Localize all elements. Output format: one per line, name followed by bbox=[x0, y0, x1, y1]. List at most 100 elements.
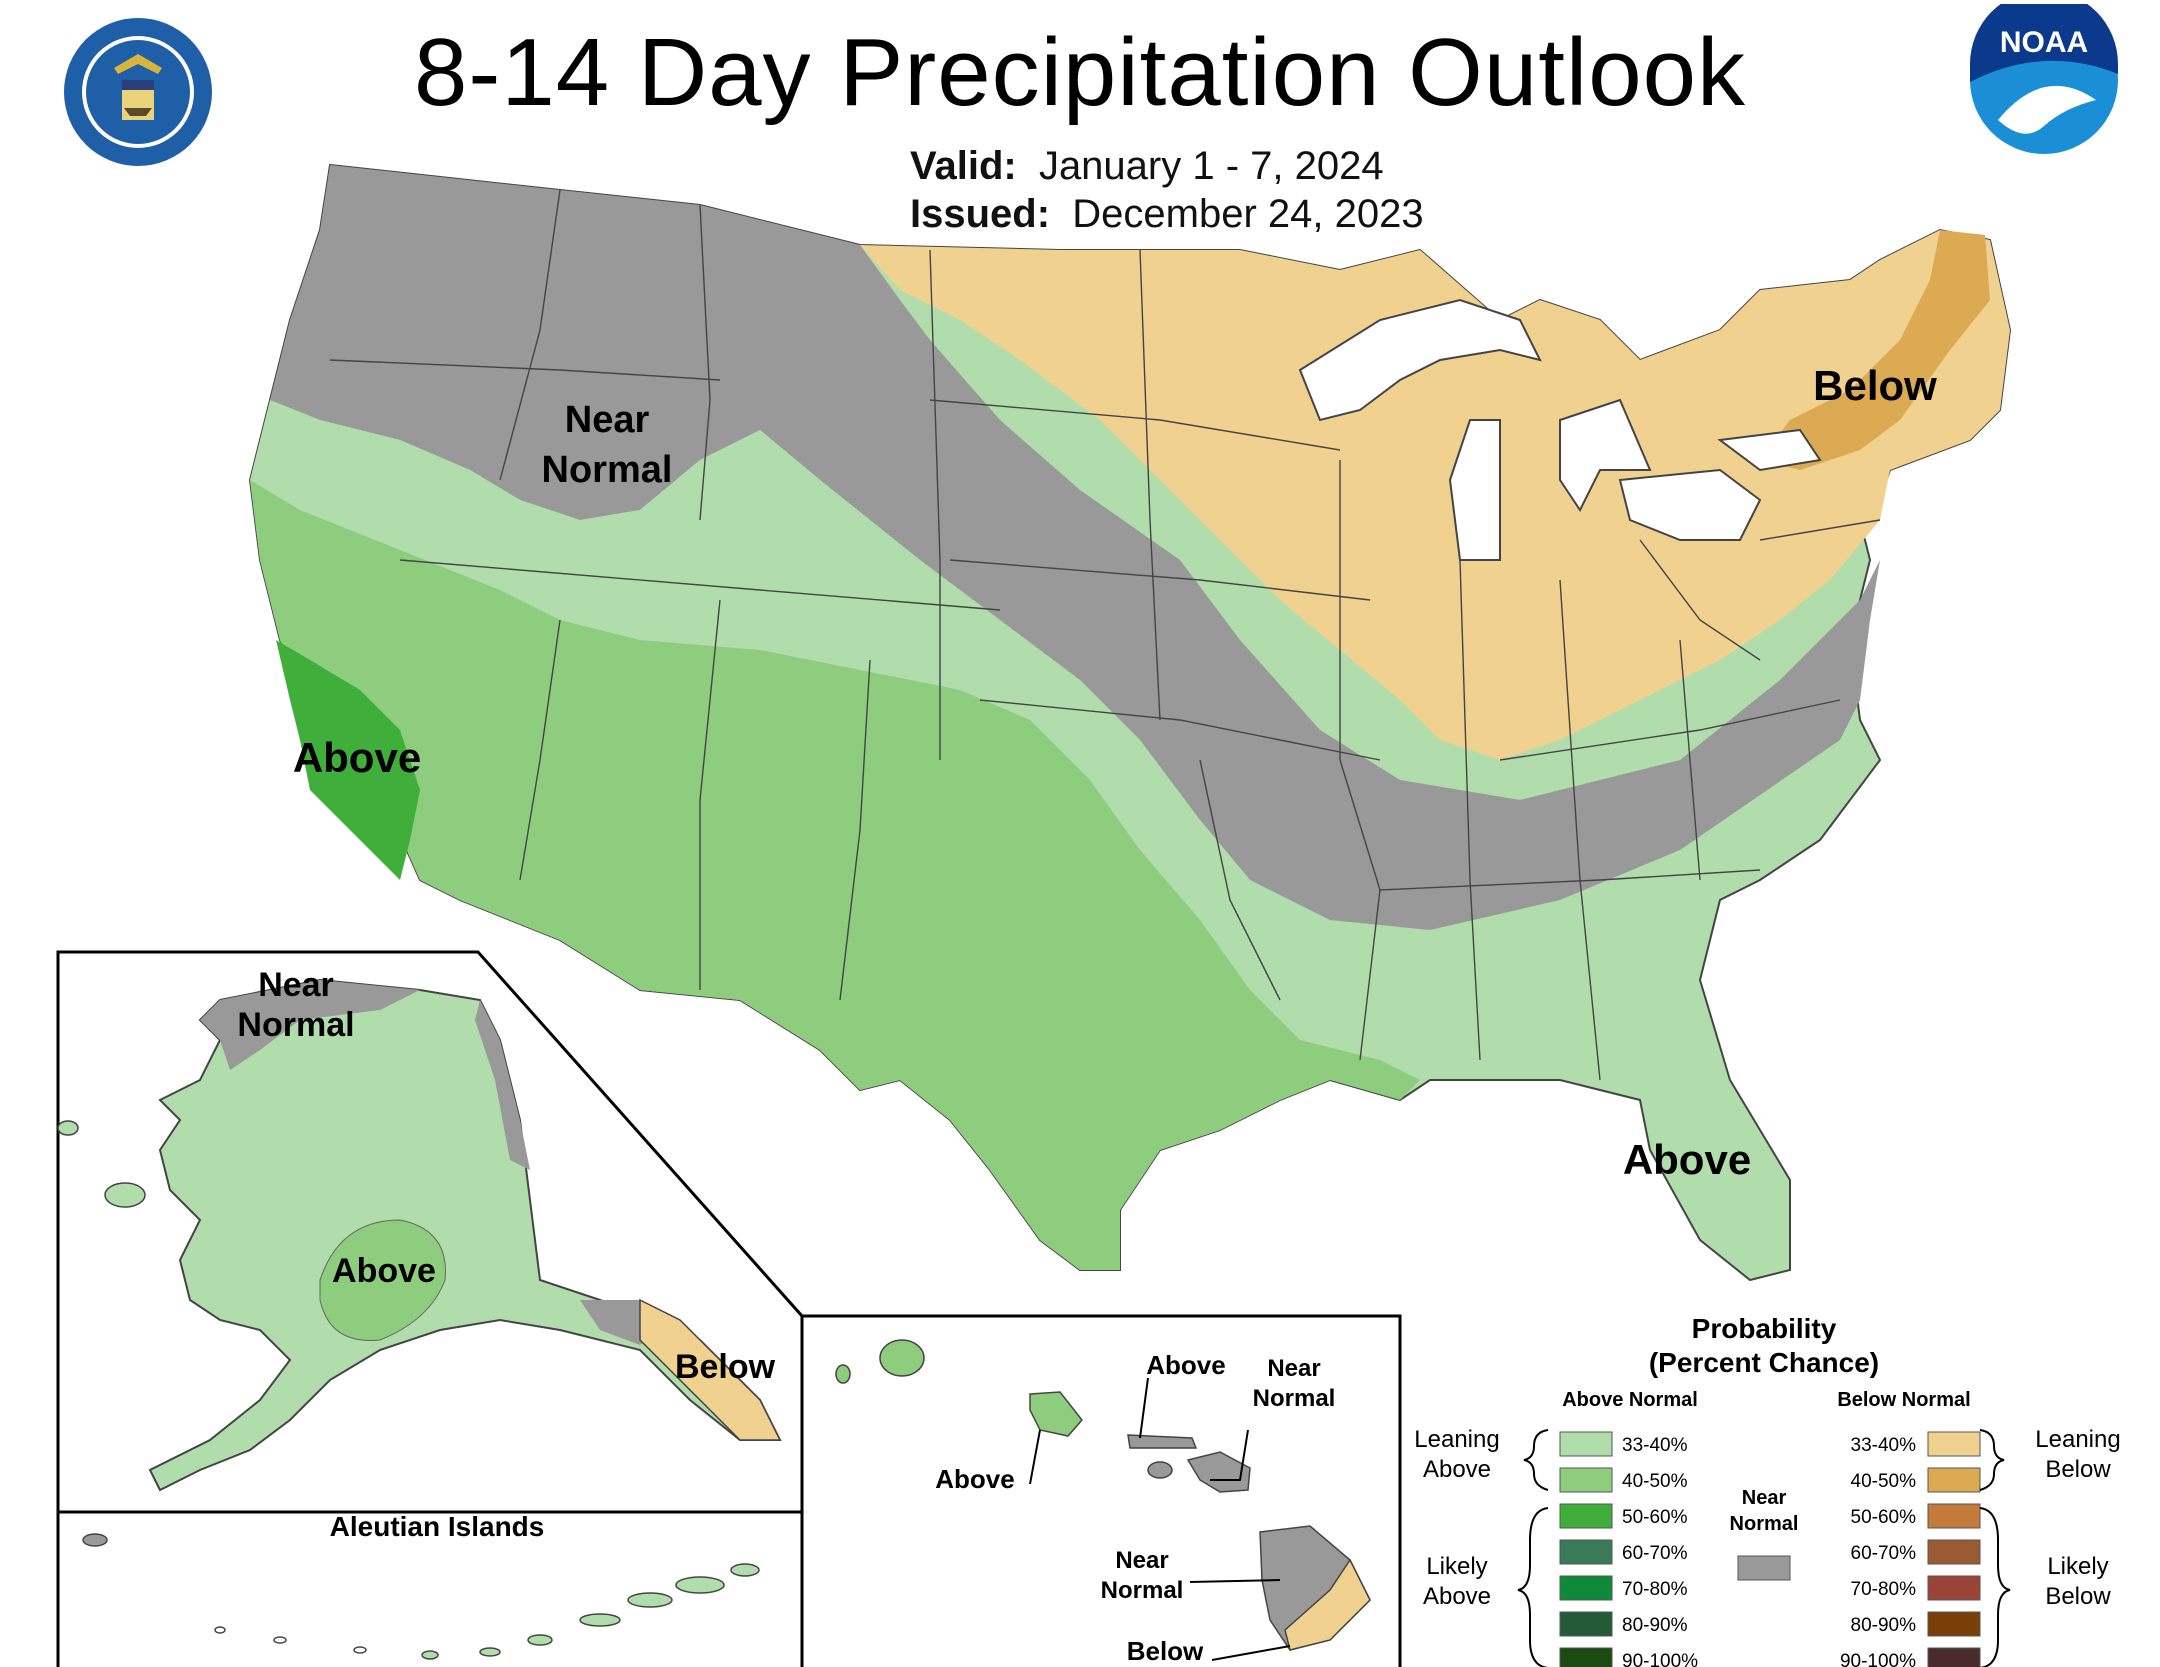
legend-braces bbox=[1517, 1429, 2011, 1667]
alaska-near-normal-east bbox=[475, 1000, 530, 1170]
great-lakes bbox=[1298, 298, 1822, 561]
hawaii-islands bbox=[835, 1339, 1371, 1651]
legend-above-bins: 33-40% 40-50% 50-60% 60-70% 70-80% 80-90% 90-1… bbox=[1559, 1431, 1698, 1667]
legend-above-label-2: 50-60% bbox=[1622, 1507, 1688, 1528]
legend-above-swatch-4 bbox=[1559, 1575, 1613, 1601]
legend-below-bins: 33-40% 40-50% 50-60% 60-70% 70-80% 80-90% 90-1… bbox=[1840, 1431, 1981, 1667]
issued-label: Issued: bbox=[910, 192, 1051, 236]
alaska-near-normal-north bbox=[200, 980, 420, 1070]
aleutian-inset-frame bbox=[56, 1510, 804, 1667]
conus-map bbox=[248, 163, 2012, 1282]
conus-below-40-50-newengland bbox=[1760, 230, 1990, 470]
legend-above-label-3: 60-70% bbox=[1622, 1543, 1688, 1564]
label-hawaii-near-normal-2a: Near bbox=[1115, 1547, 1168, 1574]
legend-above-swatch-3 bbox=[1559, 1539, 1613, 1565]
hawaii-leader-lines bbox=[1029, 1377, 1291, 1661]
label-alaska-below: Below bbox=[675, 1348, 776, 1386]
label-conus-above-southeast: Above bbox=[1623, 1136, 1751, 1183]
commerce-seal-logo bbox=[64, 18, 212, 166]
hawaii-island-lanai bbox=[1147, 1461, 1173, 1479]
legend-above-header: Above Normal bbox=[1562, 1389, 1698, 1411]
label-alaska-near-normal-2: Normal bbox=[237, 1006, 354, 1044]
legend-below-swatch-3 bbox=[1927, 1539, 1981, 1565]
validity-block: Valid: January 1 - 7, 2024 Issued: Decem… bbox=[910, 142, 1424, 238]
legend-below-swatch-0 bbox=[1927, 1431, 1981, 1457]
alaska-inset bbox=[56, 950, 804, 1514]
label-conus-near-normal-1: Near bbox=[565, 399, 650, 441]
legend-likely-below-2: Below bbox=[2045, 1583, 2111, 1610]
legend-above-swatch-0 bbox=[1559, 1431, 1613, 1457]
legend-leaning-below-2: Below bbox=[2045, 1456, 2111, 1483]
issued-date: December 24, 2023 bbox=[1072, 192, 1424, 236]
legend-below-label-6: 90-100% bbox=[1840, 1651, 1916, 1667]
legend-below-label-4: 70-80% bbox=[1851, 1579, 1917, 1600]
legend-title-line1: Probability bbox=[1692, 1313, 1837, 1344]
legend-below-label-5: 80-90% bbox=[1851, 1615, 1917, 1636]
noaa-logo-text: NOAA bbox=[2000, 26, 2088, 59]
hawaii-big-island-below bbox=[1284, 1558, 1371, 1651]
label-alaska-near-normal-1: Near bbox=[258, 966, 334, 1004]
hawaii-island-maui bbox=[1186, 1451, 1251, 1493]
legend-below-label-3: 60-70% bbox=[1851, 1543, 1917, 1564]
legend-leaning-above-2: Above bbox=[1423, 1456, 1491, 1483]
legend-likely-above-2: Above bbox=[1423, 1583, 1491, 1610]
legend-above-label-0: 33-40% bbox=[1622, 1435, 1688, 1456]
noaa-logo: NOAA bbox=[1970, 4, 2118, 154]
label-hawaii-near-normal-1b: Normal bbox=[1253, 1385, 1336, 1412]
legend-above-label-4: 70-80% bbox=[1622, 1579, 1688, 1600]
legend-likely-below-1: Likely bbox=[2047, 1553, 2108, 1580]
legend-below-swatch-5 bbox=[1927, 1611, 1981, 1637]
label-alaska-above: Above bbox=[332, 1252, 436, 1290]
legend-leaning-below-1: Leaning bbox=[2035, 1426, 2120, 1453]
hawaii-island-molokai bbox=[1127, 1434, 1198, 1449]
label-conus-below: Below bbox=[1813, 362, 1937, 409]
hawaii-inset bbox=[800, 1314, 1402, 1667]
aleutian-inset bbox=[56, 1510, 804, 1667]
alaska-landmass bbox=[148, 978, 782, 1492]
label-aleutian-islands: Aleutian Islands bbox=[330, 1511, 545, 1542]
legend-above-swatch-2 bbox=[1559, 1503, 1613, 1529]
legend-above-swatch-1 bbox=[1559, 1467, 1613, 1493]
legend-near-normal-1: Near bbox=[1742, 1487, 1787, 1509]
label-conus-above-west: Above bbox=[293, 734, 421, 781]
legend-likely-above-1: Likely bbox=[1426, 1553, 1487, 1580]
label-hawaii-above-2: Above bbox=[935, 1464, 1014, 1494]
legend-above-label-5: 80-90% bbox=[1622, 1615, 1688, 1636]
hawaii-island-niihau bbox=[835, 1364, 851, 1384]
legend-above-swatch-6 bbox=[1559, 1647, 1613, 1667]
alaska-island-nunivak bbox=[104, 1182, 146, 1208]
state-boundaries bbox=[329, 189, 1881, 1081]
conus-near-normal-northwest bbox=[270, 165, 1880, 930]
legend-title-line2: (Percent Chance) bbox=[1649, 1347, 1879, 1378]
conus-above-40-50-southwest bbox=[250, 480, 1420, 1270]
issued-line: Issued: December 24, 2023 bbox=[910, 190, 1424, 238]
valid-line: Valid: January 1 - 7, 2024 bbox=[910, 142, 1424, 190]
legend-above-swatch-5 bbox=[1559, 1611, 1613, 1637]
legend-below-swatch-4 bbox=[1927, 1575, 1981, 1601]
valid-dates: January 1 - 7, 2024 bbox=[1038, 144, 1384, 188]
legend-below-label-1: 40-50% bbox=[1851, 1471, 1917, 1492]
conus-above-50-60-california bbox=[276, 640, 420, 880]
legend-near-normal-swatch bbox=[1737, 1555, 1791, 1581]
label-conus-near-normal-2: Normal bbox=[542, 449, 673, 491]
alaska-above-40-50 bbox=[319, 1219, 446, 1341]
label-hawaii-near-normal-2b: Normal bbox=[1101, 1577, 1184, 1604]
label-hawaii-above-1: Above bbox=[1146, 1350, 1225, 1380]
page-title: 8-14 Day Precipitation Outlook bbox=[414, 19, 1746, 126]
legend-below-swatch-6 bbox=[1927, 1647, 1981, 1667]
hawaii-island-kauai bbox=[879, 1339, 925, 1377]
legend-near-normal-2: Normal bbox=[1730, 1513, 1799, 1535]
legend-below-swatch-2 bbox=[1927, 1503, 1981, 1529]
legend-below-label-0: 33-40% bbox=[1851, 1435, 1917, 1456]
alaska-island-st-lawrence bbox=[57, 1120, 79, 1136]
label-hawaii-near-normal-1a: Near bbox=[1267, 1355, 1320, 1382]
legend: Probability (Percent Chance) Above Norma… bbox=[1414, 1313, 2121, 1667]
valid-label: Valid: bbox=[910, 144, 1017, 188]
aleutian-islands bbox=[82, 1533, 760, 1660]
hawaii-island-oahu bbox=[1029, 1391, 1083, 1437]
legend-below-swatch-1 bbox=[1927, 1467, 1981, 1493]
legend-leaning-above-1: Leaning bbox=[1414, 1426, 1499, 1453]
legend-above-label-1: 40-50% bbox=[1622, 1471, 1688, 1492]
